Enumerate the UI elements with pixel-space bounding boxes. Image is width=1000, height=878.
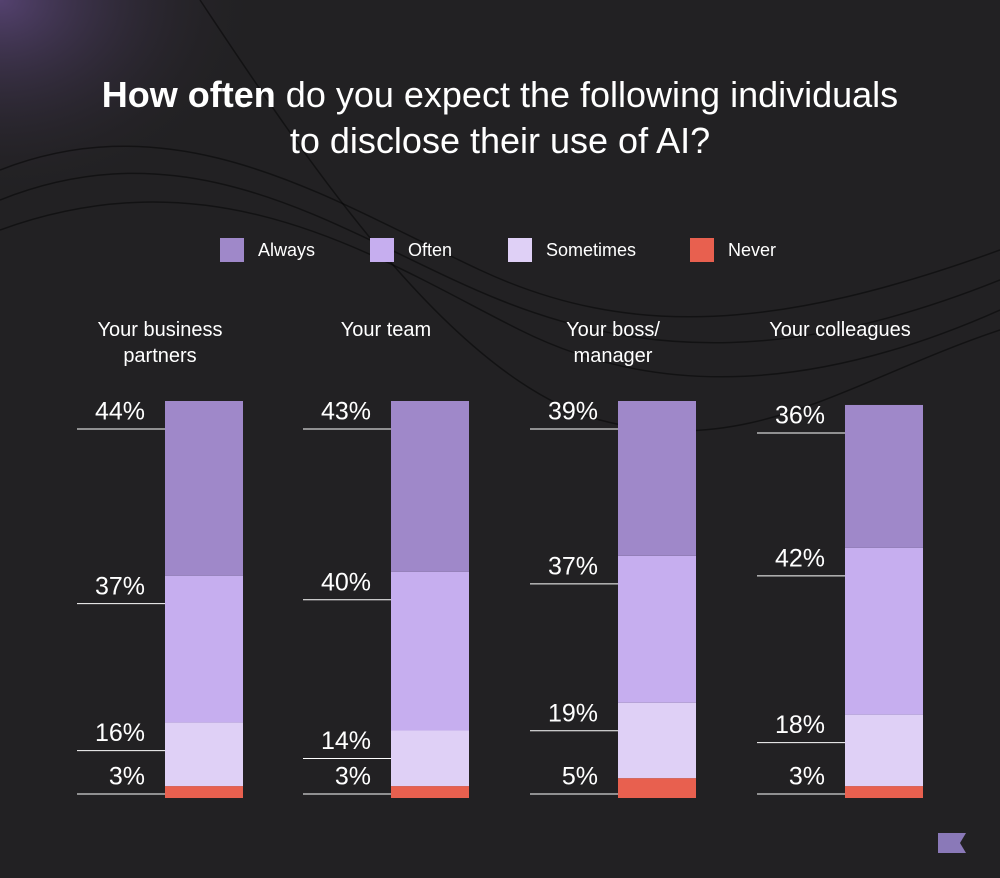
- title-rest: do you expect the following individuals …: [285, 74, 899, 161]
- bar-segment: [165, 786, 243, 798]
- value-label: 42%: [775, 544, 825, 572]
- legend-label: Never: [728, 240, 776, 260]
- value-label: 43%: [321, 398, 371, 426]
- bar-segment: [845, 786, 923, 798]
- legend-swatch: [690, 238, 714, 262]
- category-label: Your team: [340, 319, 432, 341]
- bar-segment: [845, 714, 923, 787]
- value-label: 36%: [775, 402, 825, 430]
- bar-segment: [618, 401, 696, 556]
- value-label: 3%: [335, 763, 371, 791]
- category-label: Your colleagues: [769, 319, 911, 341]
- value-label: 16%: [95, 719, 145, 747]
- bar-segment: [618, 555, 696, 703]
- bar-segment: [391, 786, 469, 798]
- value-label: 18%: [775, 711, 825, 739]
- value-label: 37%: [548, 552, 598, 580]
- value-label: 40%: [321, 568, 371, 596]
- bar-segment: [618, 702, 696, 779]
- chart-title: How often do you expect the following in…: [100, 72, 900, 164]
- bar-segment: [165, 575, 243, 723]
- legend-swatch: [370, 238, 394, 262]
- value-label: 39%: [548, 398, 598, 426]
- title-bold: How often: [101, 74, 276, 115]
- bar-segment: [618, 778, 696, 798]
- category-label: Your business partners: [97, 319, 223, 367]
- legend-swatch: [508, 238, 532, 262]
- legend-label: Often: [408, 240, 452, 260]
- value-label: 14%: [321, 727, 371, 755]
- value-label: 44%: [95, 398, 145, 426]
- category-label: Your boss/ manager: [566, 319, 660, 367]
- value-label: 37%: [95, 572, 145, 600]
- legend-label: Always: [258, 240, 315, 260]
- logo: [938, 833, 966, 853]
- bar-segment: [165, 722, 243, 787]
- bar-segment: [845, 404, 923, 548]
- background-waves: [0, 0, 1000, 432]
- value-label: 3%: [109, 763, 145, 791]
- bar-segment: [165, 401, 243, 576]
- value-label: 3%: [789, 763, 825, 791]
- bar-segment: [391, 730, 469, 787]
- value-label: 5%: [562, 763, 598, 791]
- bar-segment: [391, 571, 469, 731]
- legend-swatch: [220, 238, 244, 262]
- legend-label: Sometimes: [546, 240, 636, 260]
- bar-segment: [845, 547, 923, 715]
- value-label: 19%: [548, 699, 598, 727]
- background-glow: [0, 0, 260, 200]
- bar-segment: [391, 401, 469, 572]
